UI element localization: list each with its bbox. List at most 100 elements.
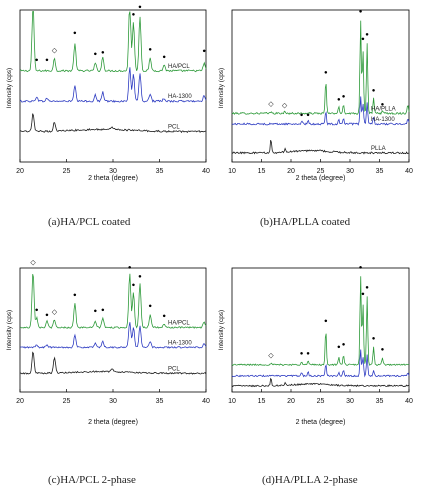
- series-label: PCL: [168, 366, 180, 372]
- x-tick-label: 10: [228, 168, 236, 175]
- ha-peak-marker: ●: [324, 70, 328, 76]
- x-tick-label: 40: [202, 168, 210, 175]
- ha-peak-marker: ●: [162, 55, 166, 61]
- panel-b: 10 15 20 25 30 35 40 2 theta (degree) Intensity …: [218, 9, 413, 182]
- ha-peak-marker: ●: [202, 49, 206, 55]
- ha-peak-marker: ●: [300, 351, 304, 357]
- ha-peak-marker: ●: [359, 9, 363, 15]
- series-line-black: [231, 140, 410, 155]
- x-tick-label: 35: [156, 398, 164, 405]
- series-label: HA/PCL: [168, 321, 190, 327]
- ha-peak-marker: ●: [94, 52, 98, 58]
- ha-peak-marker: ●: [45, 58, 49, 64]
- x-tick-label: 35: [376, 168, 384, 175]
- panel-d: 10 15 20 25 30 35 40 2 theta (degree) Intensity …: [218, 265, 413, 426]
- x-tick-label: 15: [258, 398, 266, 405]
- x-tick-label: 20: [287, 398, 295, 405]
- ha-peak-marker: ●: [128, 265, 132, 271]
- series-line-blue: [231, 96, 410, 126]
- y-axis-label: Intensity (cps): [218, 68, 225, 108]
- y-axis-label: Intensity (cps): [6, 310, 13, 350]
- ha-peak-marker: ●: [361, 36, 365, 42]
- x-tick-label: 30: [109, 398, 117, 405]
- plot-frame: [19, 9, 207, 163]
- ha-peak-marker: ●: [324, 319, 328, 325]
- ha-peak-marker: ●: [73, 293, 77, 299]
- ha-peak-marker: ●: [73, 30, 77, 36]
- series-line-green: [231, 20, 410, 115]
- x-tick-label: 30: [109, 168, 117, 175]
- x-tick-label: 25: [63, 168, 71, 175]
- caption-c: (c)HA/PCL 2-phase: [48, 474, 136, 486]
- series-label: HA-1300: [168, 340, 192, 346]
- y-axis-label: Intensity (cps): [218, 310, 225, 350]
- ha-peak-marker: ●: [381, 102, 385, 108]
- y-axis-label: Intensity (cps): [6, 68, 13, 108]
- series-label: HA/PCL: [168, 64, 190, 70]
- ha-peak-marker: ●: [148, 304, 152, 310]
- caption-a: (a)HA/PCL coated: [48, 216, 131, 228]
- panel-c: 20 25 30 35 40 2 theta (degree) Intensity (cps…: [6, 259, 210, 426]
- x-tick-label: 35: [376, 398, 384, 405]
- x-tick-label: 35: [156, 168, 164, 175]
- x-tick-label: 40: [405, 398, 413, 405]
- ha-peak-marker: ●: [132, 12, 136, 18]
- series-line-black: [231, 377, 409, 388]
- ha-peak-marker: ●: [381, 347, 385, 353]
- x-tick-label: 30: [346, 168, 354, 175]
- series-line-blue: [231, 349, 410, 378]
- caption-d: (d)HA/PLLA 2-phase: [262, 474, 358, 486]
- series-line-blue: [19, 67, 207, 103]
- series-line-black: [19, 113, 207, 134]
- ha-peak-marker: ●: [35, 307, 39, 313]
- polymer-peak-marker: ◇: [52, 48, 58, 55]
- x-tick-label: 20: [16, 398, 24, 405]
- x-tick-label: 25: [317, 398, 325, 405]
- series-label: PLLA: [371, 146, 386, 152]
- ha-peak-marker: ●: [101, 50, 105, 56]
- x-axis-label: 2 theta (degree): [88, 419, 138, 426]
- x-tick-label: 30: [346, 398, 354, 405]
- x-tick-label: 40: [405, 168, 413, 175]
- x-tick-label: 25: [63, 398, 71, 405]
- x-tick-label: 20: [287, 168, 295, 175]
- polymer-peak-marker: ◇: [282, 102, 288, 109]
- ha-peak-marker: ●: [372, 336, 376, 342]
- series-label: HA/PLLA: [371, 106, 396, 112]
- panel-a: 20 25 30 35 40 2 theta (degree) Intensity (cps…: [6, 4, 210, 182]
- x-tick-label: 10: [228, 398, 236, 405]
- ha-peak-marker: ●: [300, 112, 304, 118]
- ha-peak-marker: ●: [94, 309, 98, 315]
- ha-peak-marker: ●: [361, 291, 365, 297]
- ha-peak-marker: ●: [365, 285, 369, 291]
- x-tick-label: 15: [258, 168, 266, 175]
- plot-frame: [231, 267, 410, 393]
- series-label: HA-1300: [168, 94, 192, 100]
- x-axis-label: 2 theta (degree): [296, 419, 346, 426]
- ha-peak-marker: ●: [359, 265, 363, 271]
- ha-peak-marker: ●: [342, 342, 346, 348]
- series-line-black: [19, 351, 207, 375]
- ha-peak-marker: ●: [306, 112, 310, 118]
- series-label: PCL: [168, 125, 180, 131]
- ha-peak-marker: ●: [45, 312, 49, 318]
- ha-peak-marker: ●: [138, 4, 142, 10]
- x-axis-label: 2 theta (degree): [296, 175, 346, 182]
- ha-peak-marker: ●: [138, 274, 142, 280]
- polymer-peak-marker: ◇: [268, 352, 274, 359]
- series-line-green: [231, 276, 410, 367]
- x-tick-label: 40: [202, 398, 210, 405]
- series-line-blue: [19, 322, 207, 349]
- caption-b: (b)HA/PLLA coated: [260, 216, 351, 228]
- ha-peak-marker: ●: [148, 47, 152, 53]
- ha-peak-marker: ●: [337, 97, 341, 103]
- x-axis-label: 2 theta (degree): [88, 175, 138, 182]
- plot-frame: [231, 9, 410, 163]
- ha-peak-marker: ●: [372, 88, 376, 94]
- ha-peak-marker: ●: [365, 32, 369, 38]
- ha-peak-marker: ●: [101, 307, 105, 313]
- ha-peak-marker: ●: [35, 58, 39, 64]
- x-tick-label: 20: [16, 168, 24, 175]
